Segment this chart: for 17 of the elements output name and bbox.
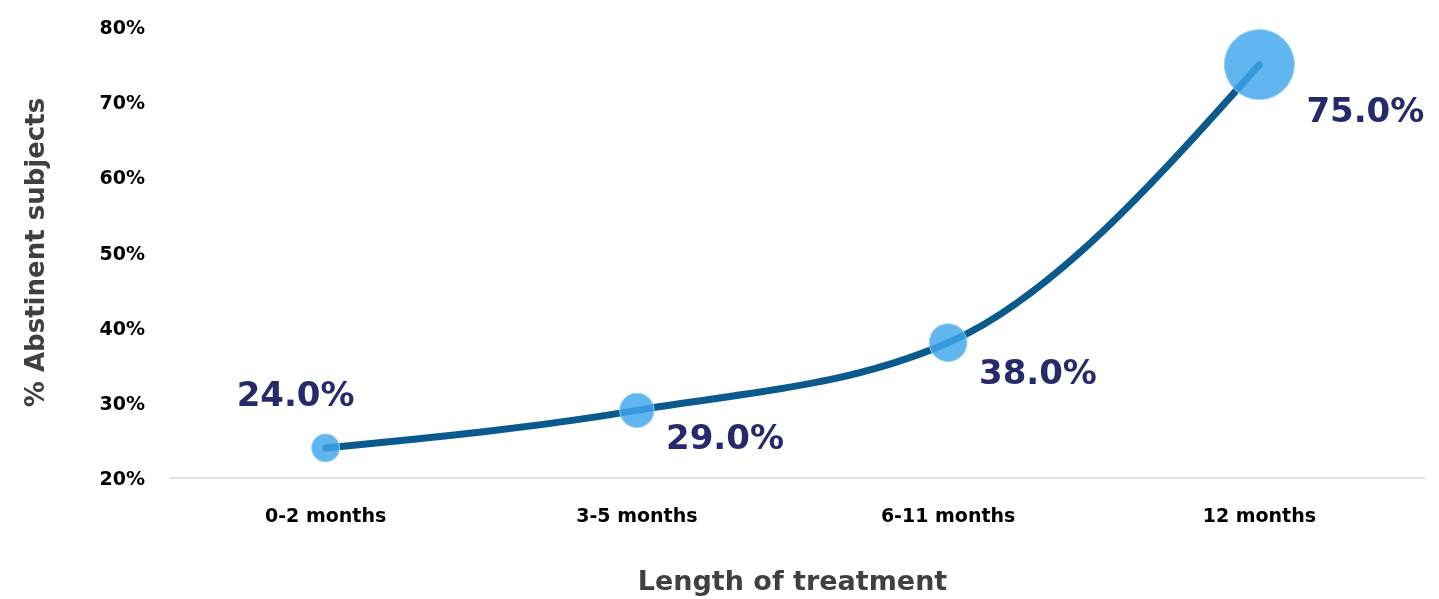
x-tick-label: 3-5 months	[576, 504, 698, 526]
y-tick-label: 60%	[99, 166, 145, 189]
data-label: 38.0%	[978, 351, 1097, 392]
y-tick-label: 20%	[99, 467, 145, 489]
y-tick-label: 30%	[99, 391, 145, 414]
data-label: 75.0%	[1306, 89, 1425, 130]
data-label: 29.0%	[666, 417, 784, 458]
y-tick-label: 50%	[99, 241, 145, 264]
x-tick-label: 0-2 months	[265, 504, 387, 526]
y-tick-label: 80%	[99, 16, 145, 38]
x-tick-label: 6-11 months	[880, 504, 1016, 526]
y-tick-label: 40%	[99, 316, 145, 339]
data-label: 24.0%	[236, 373, 355, 414]
x-axis-title: Length of treatment	[637, 565, 948, 596]
y-tick-label: 70%	[99, 91, 145, 114]
y-axis-title: % Abstinent subjects	[20, 97, 50, 408]
x-tick-label: 12 months	[1202, 504, 1317, 526]
